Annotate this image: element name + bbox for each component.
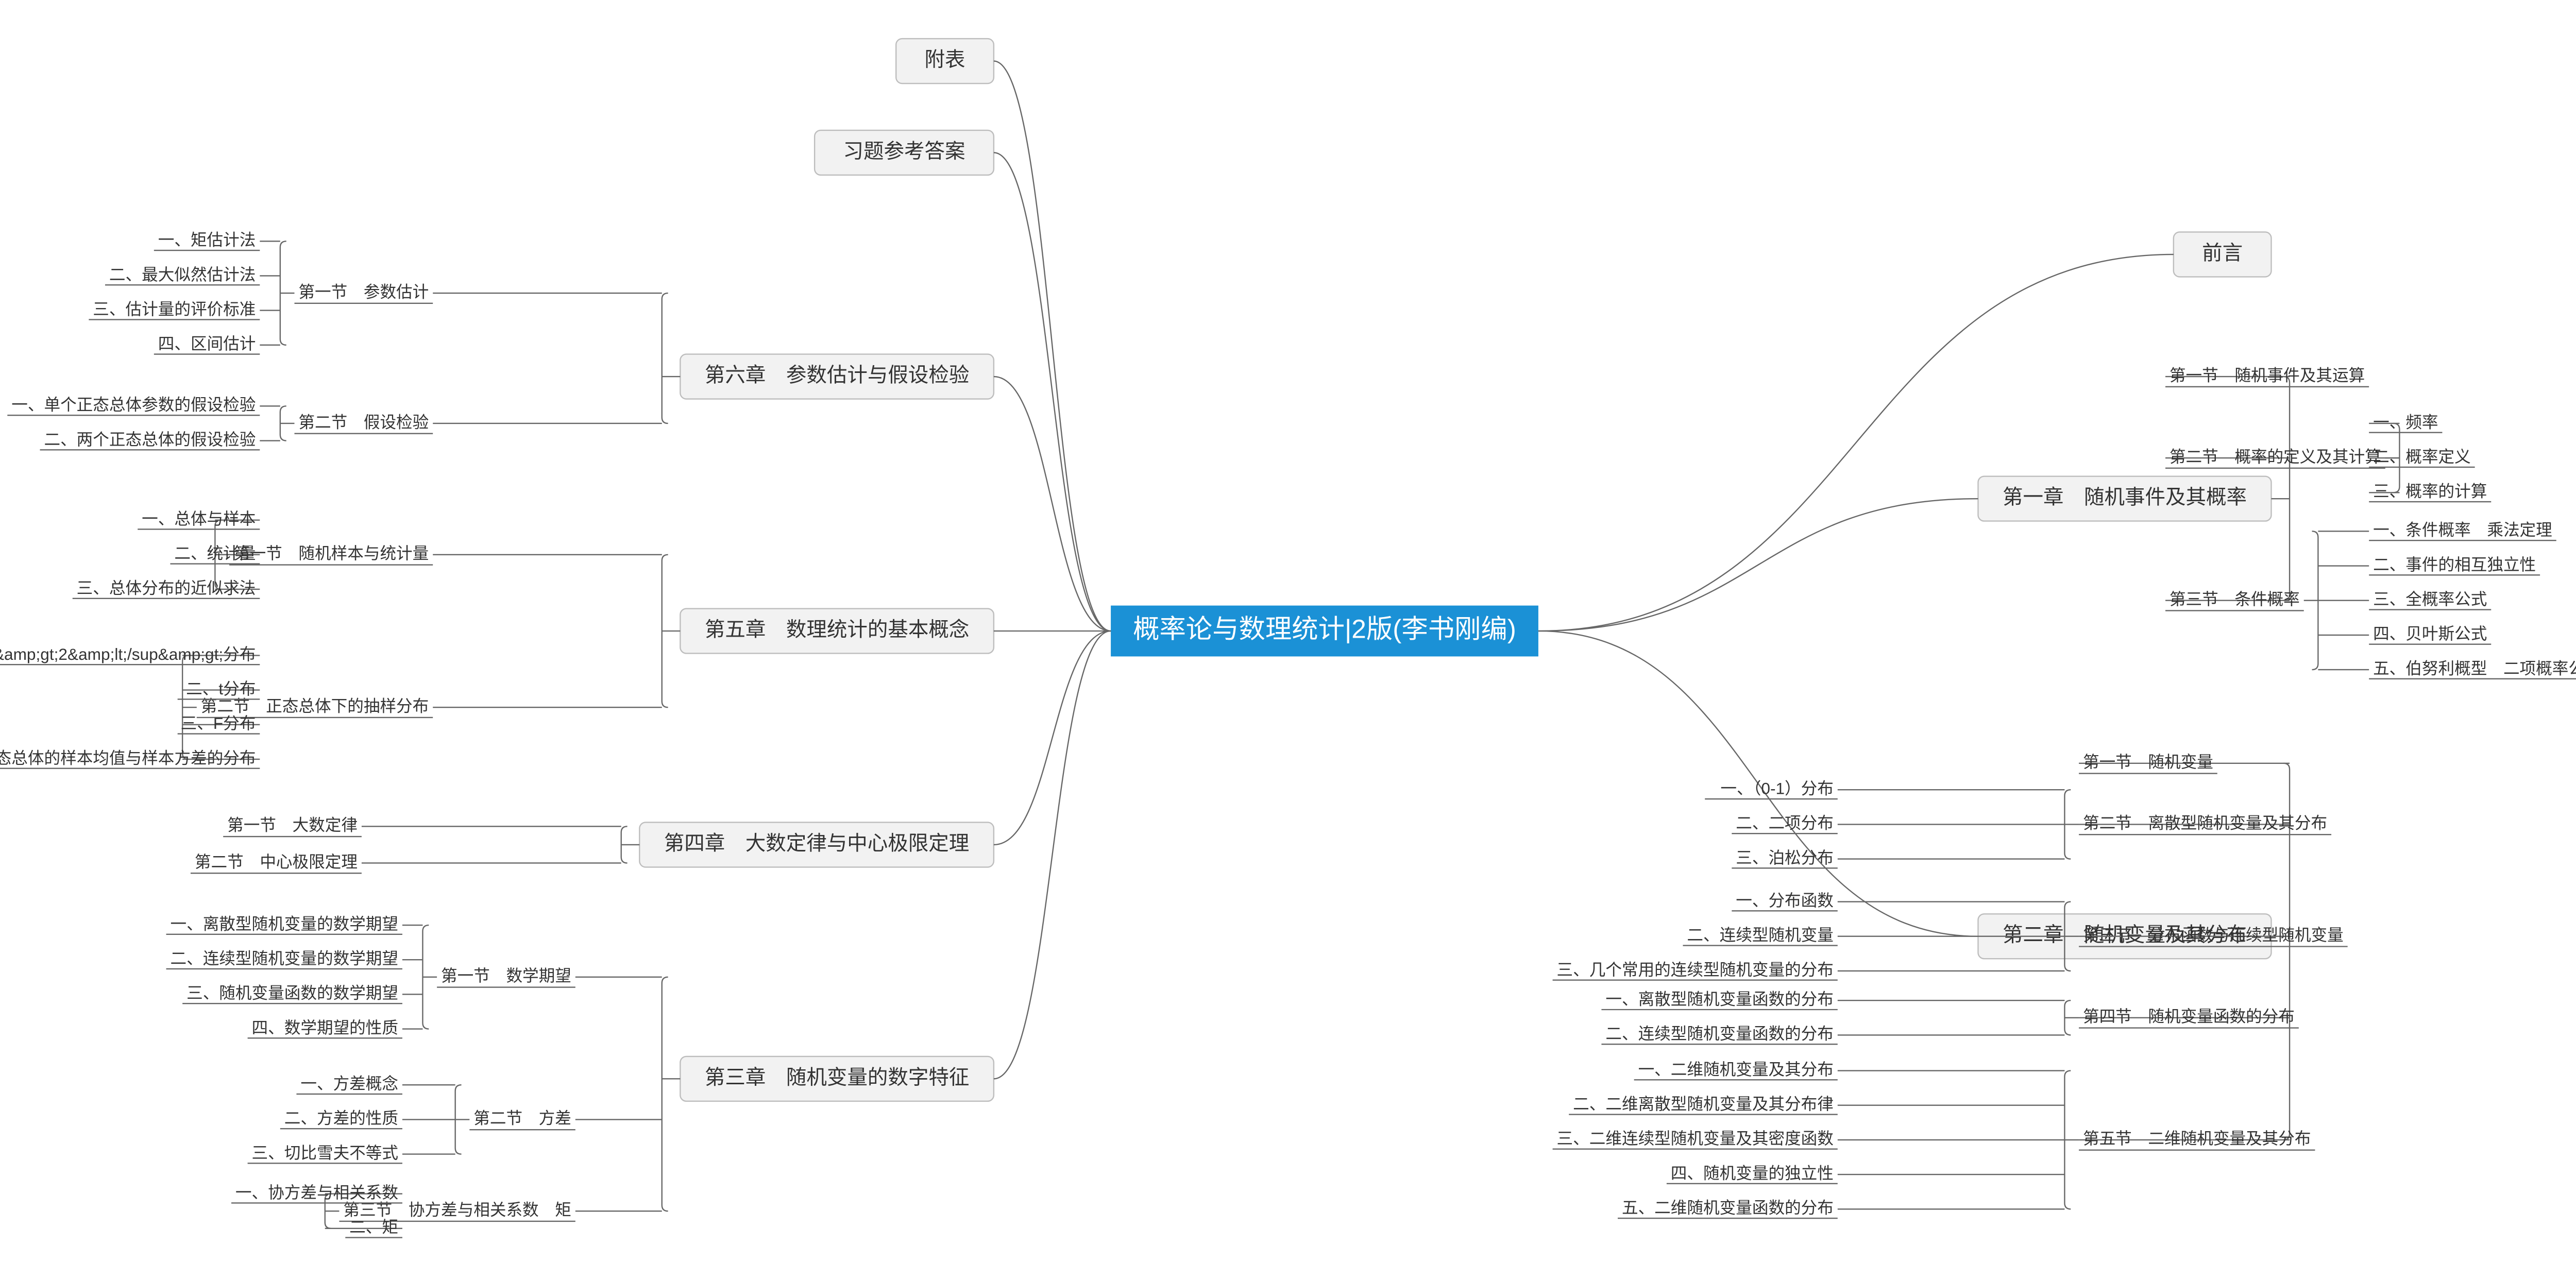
leaf-label[interactable]: 二、统计量	[174, 544, 256, 562]
edge-root-c4	[994, 631, 1111, 845]
leaf-label[interactable]: 五、伯努利概型 二项概率公式	[2373, 659, 2576, 677]
chapter-label-qy: 前言	[2202, 242, 2243, 264]
section-label[interactable]: 第一节 随机变量	[2083, 753, 2213, 771]
leaf-label[interactable]: 二、矩	[349, 1218, 398, 1236]
edge-root-c6	[994, 377, 1111, 631]
leaf-label[interactable]: 二、最大似然估计法	[109, 265, 256, 284]
leaf-label[interactable]: 一、离散型随机变量的数学期望	[170, 914, 398, 933]
leaf-label[interactable]: 三、估计量的评价标准	[93, 300, 256, 318]
leaf-label[interactable]: 一、χ&amp;lt;sup&amp;gt;2&amp;lt;/sup&amp;…	[0, 645, 256, 663]
leaf-label[interactable]: 一、协方差与相关系数	[235, 1183, 398, 1202]
chapter-label-xiti: 习题参考答案	[843, 140, 965, 163]
chapter-label-fu: 附表	[925, 48, 965, 71]
leaf-label[interactable]: 三、概率的计算	[2373, 482, 2487, 501]
section-label[interactable]: 第一节 数学期望	[441, 966, 571, 985]
chapter-label-c4: 第四章 大数定律与中心极限定理	[664, 832, 970, 855]
leaf-label[interactable]: 二、连续型随机变量函数的分布	[1605, 1025, 1834, 1043]
edge-root-c1	[1538, 499, 1978, 631]
mindmap-svg: 概率论与数理统计|2版(李书刚编)附表习题参考答案第六章 参数估计与假设检验第五…	[0, 0, 2576, 1262]
chapter-label-c6: 第六章 参数估计与假设检验	[705, 364, 970, 386]
chapter-label-c5: 第五章 数理统计的基本概念	[705, 618, 970, 641]
leaf-label[interactable]: 三、随机变量函数的数学期望	[187, 984, 398, 1002]
leaf-label[interactable]: 二、两个正态总体的假设检验	[44, 430, 256, 449]
section-label[interactable]: 第一节 随机事件及其运算	[2170, 366, 2365, 384]
bracket-c5	[662, 555, 681, 707]
edge-root-fu	[994, 61, 1111, 631]
section-label[interactable]: 第五节 二维随机变量及其分布	[2083, 1129, 2311, 1148]
leaf-label[interactable]: 二、连续型随机变量	[1687, 926, 1833, 944]
leaf-label[interactable]: 一、矩估计法	[158, 231, 256, 249]
section-label[interactable]: 第三节 条件概率	[2170, 590, 2300, 608]
leaf-label[interactable]: 一、频率	[2373, 413, 2438, 431]
leaf-label[interactable]: 三、总体分布的近似求法	[77, 578, 256, 597]
leaf-label[interactable]: 二、二项分布	[1736, 814, 1834, 832]
leaf-label[interactable]: 一、方差概念	[300, 1075, 398, 1093]
leaf-label[interactable]: 四、正态总体的样本均值与样本方差的分布	[0, 748, 256, 767]
leaf-label[interactable]: 一、条件概率 乘法定理	[2373, 521, 2552, 539]
leaf-label[interactable]: 二、概率定义	[2373, 447, 2471, 466]
bracket-c1	[2272, 377, 2290, 601]
section-label[interactable]: 第二节 概率的定义及其计算	[2170, 447, 2381, 466]
bracket-c3	[662, 977, 681, 1211]
bracket-c4	[621, 826, 640, 863]
section-label[interactable]: 第二节 离散型随机变量及其分布	[2083, 814, 2327, 832]
leaf-label[interactable]: 二、连续型随机变量的数学期望	[170, 949, 398, 968]
root-label: 概率论与数理统计|2版(李书刚编)	[1133, 614, 1516, 644]
leaf-bracket	[455, 1085, 470, 1154]
section-label[interactable]: 第一节 随机样本与统计量	[233, 544, 429, 562]
section-label[interactable]: 第二节 假设检验	[298, 413, 429, 431]
leaf-label[interactable]: 五、二维随机变量函数的分布	[1622, 1199, 1834, 1217]
edge-root-c3	[994, 631, 1111, 1079]
leaf-label[interactable]: 一、分布函数	[1736, 891, 1834, 910]
leaf-label[interactable]: 二、事件的相互独立性	[2373, 555, 2536, 574]
section-label[interactable]: 第一节 参数估计	[298, 282, 429, 301]
chapter-label-c1: 第一章 随机事件及其概率	[2003, 486, 2247, 509]
leaf-label[interactable]: 一、离散型随机变量函数的分布	[1605, 990, 1834, 1009]
leaf-bracket	[280, 406, 295, 440]
leaf-bracket	[2064, 902, 2079, 971]
leaf-label[interactable]: 四、区间估计	[158, 334, 256, 353]
leaf-label[interactable]: 四、随机变量的独立性	[1671, 1164, 1834, 1182]
leaf-label[interactable]: 三、F分布	[181, 714, 256, 732]
leaf-bracket	[182, 655, 197, 759]
leaf-bracket	[2064, 1000, 2079, 1035]
leaf-label[interactable]: 一、（0-1）分布	[1720, 779, 1834, 798]
leaf-bracket	[2064, 1071, 2079, 1209]
leaf-label[interactable]: 三、全概率公式	[2373, 590, 2487, 608]
section-label[interactable]: 第三节 分布函数与连续型随机变量	[2083, 926, 2344, 944]
leaf-label[interactable]: 一、单个正态总体参数的假设检验	[11, 396, 256, 414]
leaf-label[interactable]: 一、总体与样本	[142, 509, 256, 528]
chapter-label-c3: 第三章 随机变量的数字特征	[705, 1066, 970, 1089]
leaf-label[interactable]: 一、二维随机变量及其分布	[1638, 1060, 1834, 1079]
leaf-bracket	[2304, 531, 2318, 670]
leaf-label[interactable]: 四、数学期望的性质	[252, 1018, 398, 1037]
edge-root-xiti	[994, 152, 1111, 631]
leaf-label[interactable]: 三、切比雪夫不等式	[252, 1144, 398, 1162]
section-label[interactable]: 第四节 随机变量函数的分布	[2083, 1007, 2295, 1026]
leaf-label[interactable]: 二、t分布	[186, 679, 256, 698]
edge-root-qy	[1538, 254, 2174, 631]
leaf-label[interactable]: 三、二维连续型随机变量及其密度函数	[1557, 1129, 1834, 1148]
leaf-label[interactable]: 三、泊松分布	[1736, 848, 1834, 867]
leaf-bracket	[2064, 790, 2079, 859]
leaf-label[interactable]: 二、二维离散型随机变量及其分布律	[1573, 1095, 1834, 1113]
leaf-label[interactable]: 三、几个常用的连续型随机变量的分布	[1557, 960, 1834, 979]
leaf-bracket	[422, 925, 437, 1029]
bracket-c6	[662, 293, 681, 423]
leaf-label[interactable]: 二、方差的性质	[284, 1109, 398, 1128]
leaf-label[interactable]: 四、贝叶斯公式	[2373, 624, 2487, 643]
section-label[interactable]: 第一节 大数定律	[227, 816, 358, 834]
section-label[interactable]: 第二节 中心极限定理	[195, 852, 358, 871]
section-label[interactable]: 第二节 方差	[473, 1109, 571, 1128]
leaf-bracket	[280, 241, 295, 345]
